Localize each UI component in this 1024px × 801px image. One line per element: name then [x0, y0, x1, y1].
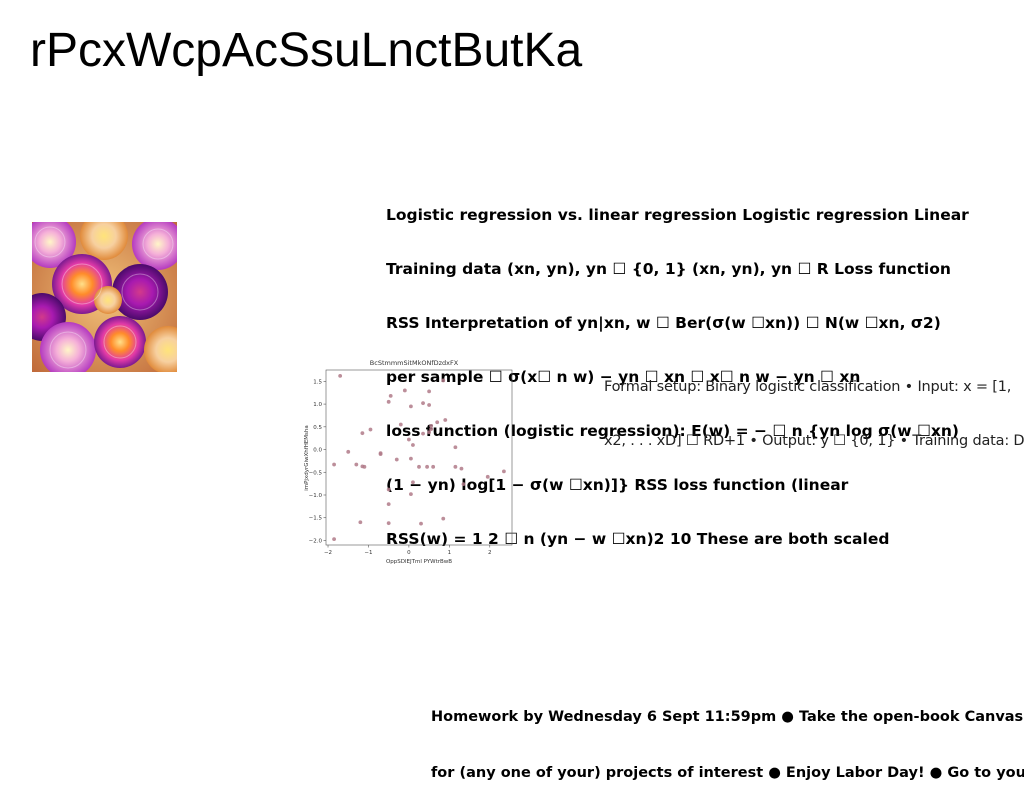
scatter-point	[485, 474, 490, 479]
scatter-point	[346, 449, 351, 454]
scatter-point	[394, 457, 399, 462]
scatter-point	[411, 443, 415, 447]
chart-x-label: OppSDlEJTml PYWtrBwB	[386, 559, 452, 565]
text-line: Formal setup: Binary logistic classifica…	[604, 379, 1012, 395]
scatter-point	[386, 487, 391, 492]
scatter-point	[461, 482, 466, 486]
scatter-point	[427, 430, 432, 435]
y-tick-label: 0.0	[313, 448, 322, 454]
text-line: RSS(w) = 1 2 ☐ n (yn − w ☐xn)2 10 These …	[386, 530, 890, 548]
y-tick-label: 1.0	[313, 402, 322, 408]
scatter-point	[425, 464, 429, 469]
scatter-point	[417, 464, 421, 469]
scatter-point	[358, 520, 363, 525]
scatter-point	[421, 431, 425, 436]
tick-layer: −2 −1 0 1 2 −2.0 −1.5 −1.0 −0.5 0.0 0.5 1.0 1.5	[309, 379, 492, 556]
x-tick-label: −2	[324, 550, 332, 556]
scatter-point	[502, 469, 506, 474]
text-line: x2, . . . xD] ☐ RD+1 • Output: y ☐ {0, 1…	[604, 433, 1024, 449]
scatter-point	[362, 464, 367, 469]
homework-announcement-text: Homework by Wednesday 6 Sept 11:59pm ● T…	[431, 671, 1024, 801]
y-tick-label: −1.5	[309, 516, 323, 522]
x-tick-label: 2	[488, 550, 492, 556]
scatter-point	[386, 521, 391, 526]
scatter-point	[429, 424, 434, 428]
scatter-point	[429, 427, 434, 431]
scatter-point	[409, 404, 413, 409]
scatter-point	[338, 374, 343, 378]
scatter-point	[378, 452, 383, 456]
scatter-point	[386, 399, 391, 404]
y-tick-label: 1.5	[313, 379, 322, 385]
scatter-point	[443, 418, 448, 422]
points-layer	[332, 374, 506, 541]
x-tick-label: 1	[448, 550, 452, 556]
scatter-point	[398, 422, 403, 427]
scatter-point	[419, 521, 423, 526]
text-line: Logistic regression vs. linear regressio…	[386, 206, 969, 224]
y-tick-label: −1.0	[309, 493, 323, 499]
flower-illustration	[32, 222, 177, 372]
x-tick-label: 0	[407, 550, 411, 556]
x-tick-label: −1	[364, 550, 372, 556]
scatter-point	[421, 401, 425, 406]
plot-frame	[325, 369, 513, 546]
text-line: loss function (logistic regression): E(w…	[386, 422, 960, 440]
scatter-point	[427, 403, 432, 407]
scatter-point	[368, 427, 373, 432]
scatter-point	[386, 502, 391, 506]
scatter-point	[409, 456, 413, 461]
scatter-point	[453, 445, 458, 450]
text-line: (1 − yn) log[1 − σ(w ☐xn)]} RSS loss fun…	[386, 476, 849, 494]
scatter-point	[332, 462, 336, 467]
scatter-point	[441, 516, 446, 521]
text-line: Homework by Wednesday 6 Sept 11:59pm ● T…	[431, 709, 1024, 725]
scatter-point	[360, 431, 365, 436]
scatter-point	[431, 464, 436, 469]
scatter-point	[406, 437, 411, 442]
chart-title: BcStmmmSitMkONfDzdxFX	[370, 359, 459, 367]
text-line: per sample ☐ σ(x☐ n w) − yn ☐ xn ☐ x☐ n …	[386, 368, 861, 386]
flower-image	[32, 222, 177, 372]
scatter-point	[459, 466, 464, 471]
y-tick-label: 0.5	[313, 425, 322, 431]
scatter-point	[409, 492, 413, 496]
scatter-svg: BcStmmmSitMkONfDzdxFX OppSDlEJTml PYWtrB…	[304, 359, 513, 565]
scatter-point	[435, 420, 440, 425]
scatter-point	[453, 464, 458, 469]
logistic-vs-linear-text: Logistic regression vs. linear regressio…	[386, 170, 1006, 566]
scatter-point	[427, 389, 432, 394]
scatter-point	[441, 378, 446, 383]
text-line: RSS Interpretation of yn|xn, w ☐ Ber(σ(w…	[386, 314, 941, 332]
text-line: Training data (xn, yn), yn ☐ {0, 1} (xn,…	[386, 260, 951, 278]
formal-setup-text: Formal setup: Binary logistic classifica…	[604, 342, 1024, 468]
scatter-point	[332, 537, 336, 541]
scatter-chart: BcStmmmSitMkONfDzdxFX OppSDlEJTml PYWtrB…	[296, 352, 522, 570]
text-line: for (any one of your) projects of intere…	[431, 764, 1024, 781]
chart-y-label: imPjxdyrGiwXhfHEMsha	[304, 425, 310, 491]
scatter-point	[354, 462, 359, 467]
scatter-point	[411, 480, 415, 485]
page-title: rPcxWcpAcSsuLnctButKa	[30, 24, 583, 77]
scatter-point	[388, 394, 393, 398]
scatter-point	[402, 388, 407, 393]
y-tick-label: −0.5	[309, 470, 323, 476]
y-tick-label: −2.0	[309, 538, 323, 544]
